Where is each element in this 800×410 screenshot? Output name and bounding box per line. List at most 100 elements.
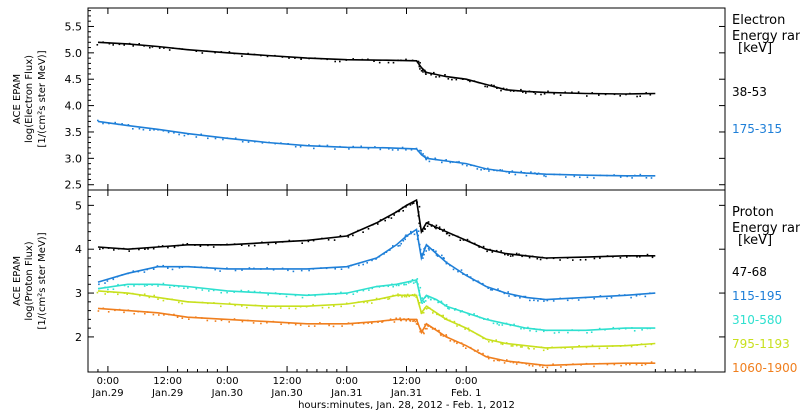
data-point bbox=[419, 62, 421, 64]
data-point bbox=[631, 327, 633, 329]
data-point bbox=[418, 222, 420, 225]
data-point bbox=[288, 239, 291, 242]
data-point bbox=[578, 345, 580, 347]
data-point bbox=[619, 95, 621, 97]
data-point bbox=[96, 291, 99, 294]
data-point bbox=[423, 253, 425, 256]
data-point bbox=[406, 204, 408, 207]
x-date-label: Jan.31 bbox=[330, 388, 362, 399]
data-point bbox=[421, 312, 424, 314]
data-point bbox=[625, 93, 627, 96]
series-line bbox=[97, 198, 656, 259]
data-point bbox=[525, 363, 528, 365]
data-point bbox=[579, 176, 581, 179]
data-point bbox=[577, 299, 580, 301]
data-point bbox=[432, 327, 434, 330]
data-point bbox=[447, 307, 449, 310]
data-point bbox=[266, 321, 268, 324]
data-point bbox=[430, 298, 432, 301]
data-point bbox=[261, 241, 263, 244]
data-point bbox=[422, 153, 424, 155]
data-point bbox=[565, 176, 567, 178]
y-tick-label: 2 bbox=[75, 331, 82, 344]
data-point bbox=[636, 344, 638, 346]
data-point bbox=[97, 310, 100, 312]
plot-frame bbox=[87, 7, 726, 191]
data-point bbox=[367, 322, 369, 324]
data-point bbox=[112, 44, 114, 46]
data-point bbox=[618, 328, 621, 330]
data-point bbox=[493, 169, 495, 172]
data-point bbox=[586, 332, 588, 334]
data-point bbox=[445, 335, 448, 338]
data-point bbox=[469, 276, 472, 278]
data-point bbox=[459, 239, 462, 241]
data-point bbox=[206, 319, 209, 322]
data-point bbox=[571, 91, 573, 94]
data-point bbox=[626, 175, 628, 178]
data-point bbox=[440, 314, 443, 317]
data-point bbox=[489, 288, 492, 291]
data-point bbox=[619, 176, 622, 178]
data-point bbox=[425, 308, 428, 310]
data-point bbox=[434, 327, 436, 330]
data-point bbox=[445, 159, 447, 161]
data-point bbox=[371, 322, 373, 325]
data-point bbox=[357, 229, 359, 232]
data-point bbox=[442, 335, 445, 337]
data-point bbox=[427, 307, 429, 309]
data-point bbox=[502, 87, 505, 90]
data-point bbox=[577, 329, 580, 332]
data-point bbox=[362, 231, 364, 233]
data-point bbox=[234, 137, 237, 139]
data-point bbox=[516, 90, 519, 92]
data-point bbox=[432, 312, 434, 314]
data-point bbox=[639, 293, 641, 296]
data-point bbox=[162, 130, 165, 132]
data-point bbox=[373, 60, 375, 62]
data-point bbox=[473, 164, 476, 167]
data-point bbox=[328, 324, 330, 327]
data-point bbox=[546, 257, 548, 260]
data-point bbox=[500, 89, 502, 92]
data-point bbox=[415, 296, 417, 298]
data-point bbox=[613, 174, 615, 176]
data-point bbox=[646, 327, 649, 330]
data-point bbox=[261, 142, 264, 144]
data-point bbox=[233, 291, 235, 293]
data-point bbox=[149, 46, 151, 49]
data-point bbox=[333, 239, 336, 241]
data-point bbox=[194, 301, 196, 303]
y-tick-label: 3.0 bbox=[65, 152, 83, 165]
data-point bbox=[409, 204, 412, 206]
data-point bbox=[167, 267, 169, 269]
data-point bbox=[453, 340, 456, 343]
data-point bbox=[630, 345, 633, 348]
data-point bbox=[163, 314, 165, 316]
data-point bbox=[152, 313, 155, 316]
data-point bbox=[426, 327, 428, 330]
data-point bbox=[411, 59, 414, 62]
data-point bbox=[435, 250, 437, 253]
x-tick-label: 0:00 bbox=[455, 376, 477, 387]
data-point bbox=[114, 121, 116, 124]
data-point bbox=[241, 320, 244, 323]
data-point bbox=[453, 320, 456, 323]
data-point bbox=[406, 235, 409, 237]
data-point bbox=[425, 158, 427, 161]
time-axis: 0:00Jan.2912:00Jan.290:00Jan.3012:00Jan.… bbox=[91, 8, 696, 410]
data-point bbox=[487, 338, 489, 341]
data-point bbox=[478, 334, 481, 337]
data-point bbox=[590, 331, 593, 333]
data-point bbox=[163, 47, 165, 49]
data-point bbox=[398, 284, 400, 287]
data-point bbox=[558, 331, 560, 334]
data-point bbox=[144, 248, 146, 250]
series-line bbox=[97, 120, 656, 177]
data-point bbox=[503, 362, 506, 364]
data-point bbox=[371, 302, 373, 304]
data-point bbox=[345, 302, 348, 305]
data-point bbox=[246, 306, 248, 309]
data-point bbox=[253, 53, 256, 56]
legend-title: Proton bbox=[732, 205, 774, 220]
